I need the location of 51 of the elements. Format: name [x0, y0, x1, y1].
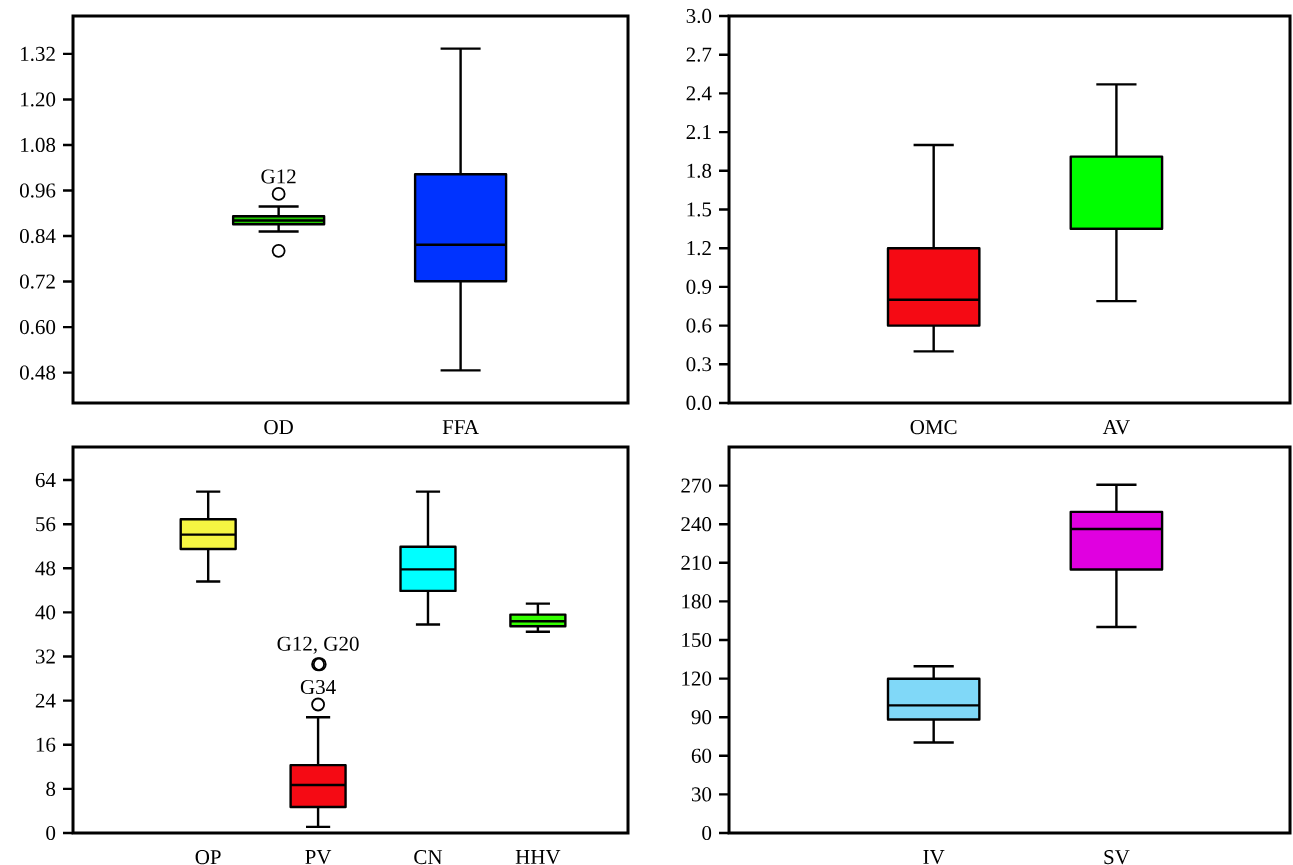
y-tick-label: 0: [702, 825, 712, 841]
x-tick-label: PV: [305, 850, 332, 865]
x-tick-label: IV: [923, 850, 945, 865]
y-tick-label: 0.6: [686, 318, 712, 333]
y-tick-label: 2.4: [686, 86, 712, 101]
y-tick-label: 30: [691, 787, 712, 802]
y-tick-label: 1.20: [21, 92, 56, 107]
y-tick-label: 0.60: [19, 319, 56, 335]
x-tick-label: OD: [264, 420, 293, 435]
x-tick-label: AV: [1102, 420, 1131, 435]
x-tick-label: CN: [414, 850, 443, 865]
y-tick-label: 210: [681, 555, 712, 570]
y-tick-label: 1.32: [21, 46, 55, 62]
y-tick-label: 48: [35, 561, 56, 576]
y-tick-label: 1.2: [687, 241, 711, 256]
x-tick-label: HHV: [515, 850, 561, 865]
y-tick-label: 3.0: [686, 8, 712, 24]
y-tick-label: 2.7: [686, 47, 712, 62]
y-tick-label: 32: [35, 649, 55, 664]
y-tick-label: 40: [35, 605, 56, 620]
y-tick-label: 0.0: [686, 395, 712, 411]
annotation: G12, G20: [277, 636, 359, 654]
y-tick-label: 1.08: [21, 137, 56, 153]
y-tick-label: 24: [35, 693, 56, 708]
y-tick-label: 60: [691, 748, 712, 763]
y-tick-label: 8: [46, 781, 56, 796]
y-tick-label: 0.3: [686, 357, 712, 372]
y-tick-label: 2.1: [686, 124, 711, 140]
y-tick-label: 0.9: [686, 279, 712, 294]
x-tick-label: OP: [195, 850, 221, 865]
y-tick-label: 270: [681, 478, 712, 493]
y-tick-label: 120: [682, 671, 712, 686]
y-tick-label: 56: [36, 517, 56, 532]
y-tick-label: 180: [682, 594, 712, 609]
y-tick-label: 1.5: [687, 202, 712, 217]
y-tick-label: 0.48: [19, 365, 56, 380]
y-tick-label: 16: [36, 737, 56, 752]
x-tick-label: OMC: [910, 420, 957, 435]
y-tick-label: 1.8: [687, 163, 712, 178]
y-tick-label: 0.72: [19, 274, 55, 289]
y-tick-label: 90: [691, 710, 712, 725]
annotation: G12: [261, 169, 296, 184]
x-tick-label: FFA: [442, 420, 479, 434]
x-tick-label: SV: [1104, 850, 1130, 865]
y-tick-label: 64: [35, 473, 56, 488]
y-tick-label: 0.96: [19, 183, 56, 198]
y-tick-label: 0: [46, 825, 56, 841]
y-tick-label: 0.84: [19, 228, 56, 244]
y-tick-label: 150: [682, 632, 712, 648]
annotation: G34: [300, 680, 336, 695]
y-tick-label: 240: [681, 517, 712, 532]
